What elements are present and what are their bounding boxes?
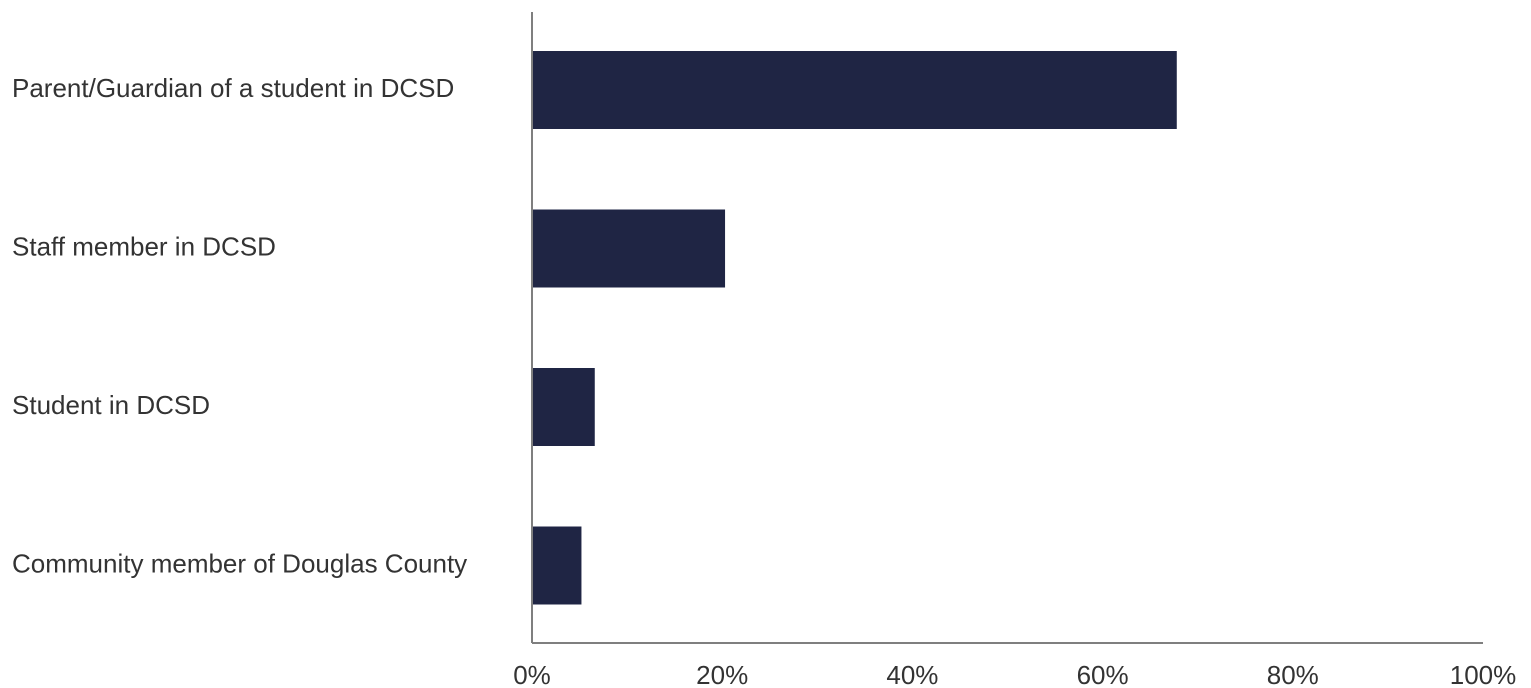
x-tick-label: 80% [1267, 660, 1319, 688]
x-tick-labels: 0% 20% 40% 60% 80% 100% [513, 660, 1516, 688]
x-tick-label: 40% [886, 660, 938, 688]
x-tick-label: 0% [513, 660, 551, 688]
x-tick-label: 20% [696, 660, 748, 688]
axes [531, 12, 1483, 644]
bars-layer [533, 51, 1177, 605]
bar [533, 526, 582, 605]
bar [533, 368, 595, 446]
bar [533, 51, 1177, 129]
x-tick-label: 60% [1077, 660, 1129, 688]
category-labels: Parent/Guardian of a student in DCSD Staf… [12, 73, 467, 579]
category-label: Student in DCSD [12, 390, 210, 420]
bar [533, 209, 726, 288]
x-tick-label: 100% [1450, 660, 1517, 688]
category-label: Parent/Guardian of a student in DCSD [12, 73, 454, 103]
category-label: Community member of Douglas County [12, 548, 467, 578]
category-label: Staff member in DCSD [12, 231, 276, 261]
